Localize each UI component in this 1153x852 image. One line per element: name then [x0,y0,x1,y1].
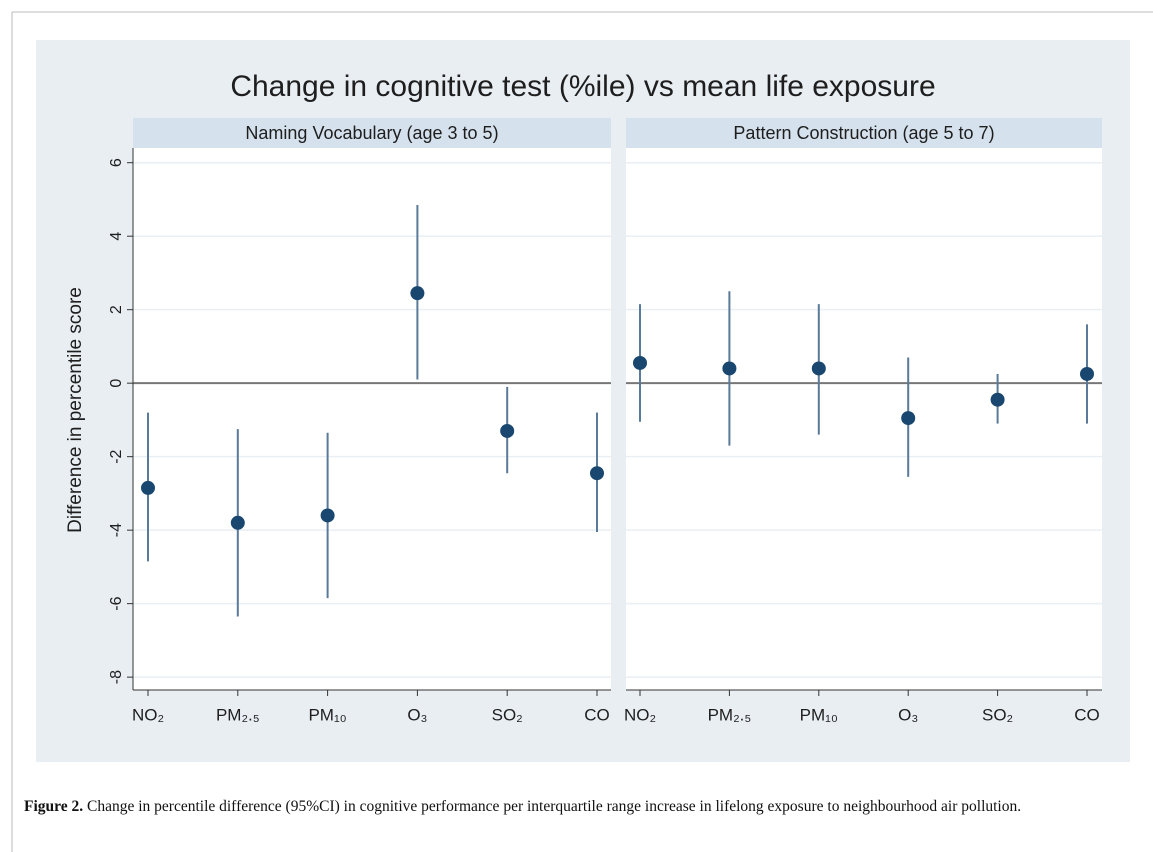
x-tick-label: SO₂ [982,705,1013,724]
y-tick-label: -2 [108,449,125,463]
y-axis-label: Difference in percentile score [65,287,86,533]
plot-area [133,148,611,690]
x-tick-label: O₃ [407,705,427,724]
panel-header [133,118,611,148]
y-tick-label: -6 [108,596,125,610]
point [990,392,1005,407]
point [230,515,245,530]
point [500,423,515,438]
x-tick-label: PM₁₀ [800,705,838,724]
point [1080,366,1094,381]
x-tick-label: O₃ [898,705,918,724]
x-tick-label: PM₂.₅ [708,705,752,724]
x-tick-label: CO [1074,705,1100,724]
panel-title: Pattern Construction (age 5 to 7) [733,123,994,143]
point [901,411,916,426]
point [590,466,604,481]
point [141,480,155,495]
x-tick-label: CO [584,705,610,724]
point [811,361,826,376]
x-tick-label: PM₂.₅ [216,705,260,724]
x-tick-label: SO₂ [492,705,523,724]
point [320,508,335,523]
caption-label: Figure 2. [24,798,84,815]
y-tick-label: -8 [108,670,125,684]
y-tick-label: 4 [108,232,125,241]
point [722,361,737,376]
point [633,355,647,370]
x-tick-label: PM₁₀ [308,705,346,724]
y-tick-label: -4 [108,523,125,537]
point [410,286,425,301]
x-tick-label: NO₂ [624,705,656,724]
panel-title: Naming Vocabulary (age 3 to 5) [245,123,498,143]
panel-header [626,118,1102,148]
chart-title: Change in cognitive test (%ile) vs mean … [230,70,935,103]
y-tick-label: 2 [108,305,125,314]
y-tick-label: 0 [108,379,125,388]
caption-text: Change in percentile difference (95%CI) … [87,798,1022,815]
plot-area [626,148,1102,690]
caption: Figure 2. Change in percentile differenc… [24,796,1134,817]
y-tick-label: 6 [108,158,125,167]
x-tick-label: NO₂ [132,705,164,724]
